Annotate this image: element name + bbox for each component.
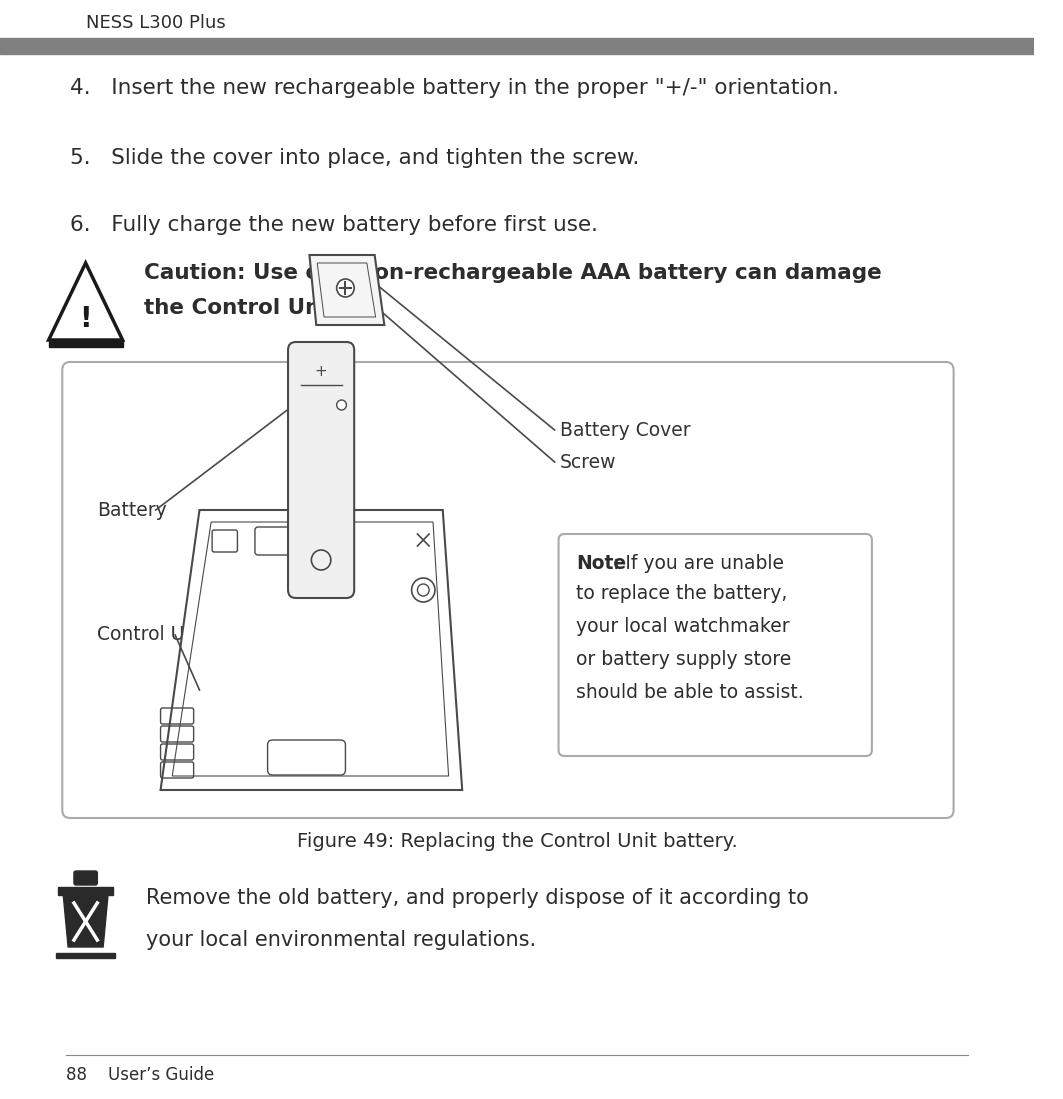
FancyBboxPatch shape — [74, 872, 98, 885]
Text: Note: Note — [576, 554, 626, 573]
Text: Battery Cover: Battery Cover — [559, 421, 690, 440]
Text: Figure 49: Replacing the Control Unit battery.: Figure 49: Replacing the Control Unit ba… — [298, 832, 738, 851]
Bar — [49, 341, 122, 347]
Text: Screw: Screw — [559, 453, 617, 471]
Bar — [56, 953, 115, 958]
Text: NESS L300 Plus: NESS L300 Plus — [86, 14, 225, 32]
Polygon shape — [64, 895, 108, 947]
Text: 88    User’s Guide: 88 User’s Guide — [66, 1066, 215, 1084]
FancyBboxPatch shape — [63, 362, 954, 818]
Text: or battery supply store: or battery supply store — [576, 650, 791, 669]
Text: the Control Unit.: the Control Unit. — [144, 298, 347, 318]
Text: 6.   Fully charge the new battery before first use.: 6. Fully charge the new battery before f… — [70, 215, 598, 235]
Text: Remove the old battery, and properly dispose of it according to: Remove the old battery, and properly dis… — [146, 888, 809, 908]
FancyBboxPatch shape — [288, 342, 354, 598]
Text: !: ! — [80, 306, 91, 333]
Circle shape — [337, 279, 354, 297]
FancyBboxPatch shape — [558, 534, 872, 756]
Text: 5.   Slide the cover into place, and tighten the screw.: 5. Slide the cover into place, and tight… — [70, 148, 640, 168]
Text: +: + — [315, 365, 327, 379]
Text: your local watchmaker: your local watchmaker — [576, 617, 790, 636]
Text: : If you are unable: : If you are unable — [613, 554, 784, 573]
Polygon shape — [309, 255, 385, 325]
Text: your local environmental regulations.: your local environmental regulations. — [146, 930, 536, 950]
Polygon shape — [161, 510, 462, 790]
Text: should be able to assist.: should be able to assist. — [576, 682, 804, 702]
Text: 4.   Insert the new rechargeable battery in the proper "+/-" orientation.: 4. Insert the new rechargeable battery i… — [70, 78, 839, 98]
Text: to replace the battery,: to replace the battery, — [576, 584, 788, 603]
Circle shape — [337, 400, 347, 410]
Text: Caution: Use of a non-rechargeable AAA battery can damage: Caution: Use of a non-rechargeable AAA b… — [144, 263, 882, 284]
Polygon shape — [49, 263, 122, 340]
Text: Control Unit: Control Unit — [98, 625, 209, 644]
Text: Battery: Battery — [98, 500, 167, 520]
Bar — [58, 887, 113, 895]
Bar — [0, 38, 1034, 54]
